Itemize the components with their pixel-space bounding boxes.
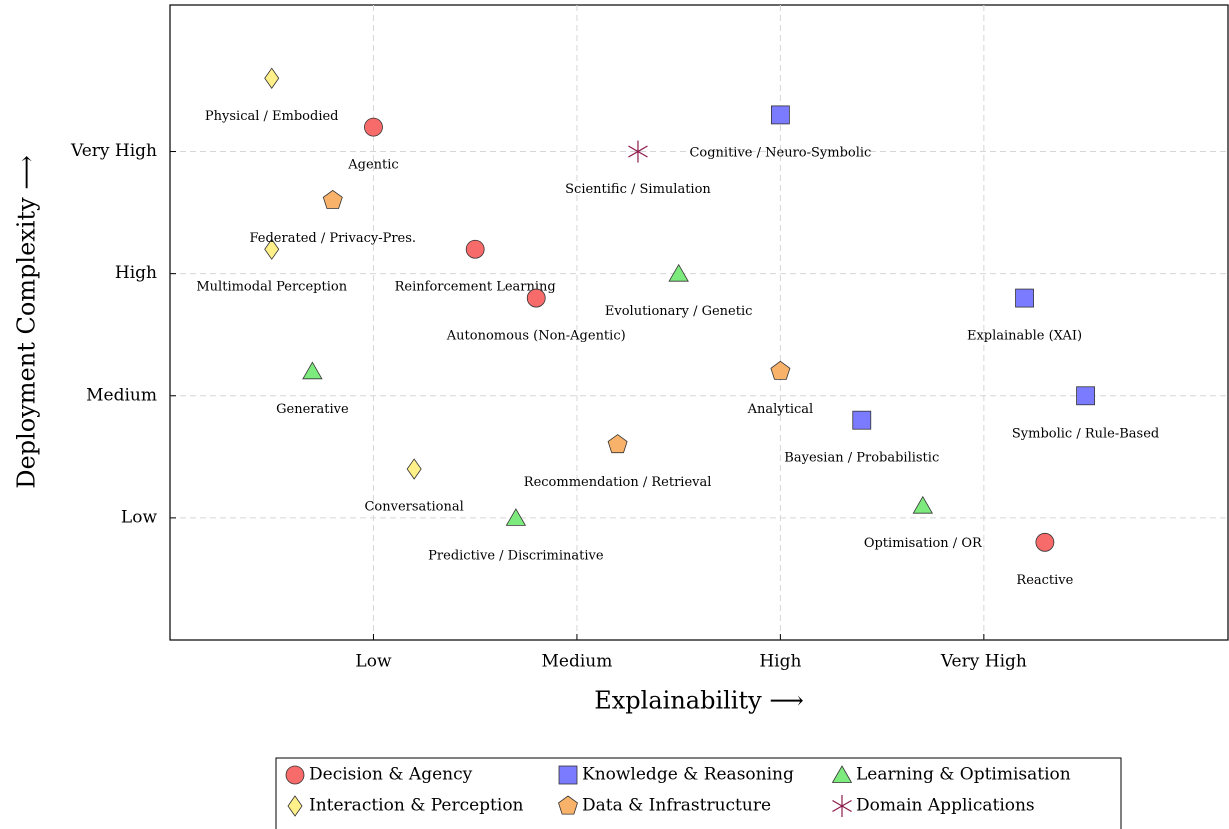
x-tick-label: Medium — [541, 652, 612, 672]
y-tick-label: Low — [121, 507, 158, 527]
point — [465, 239, 485, 259]
point-label: Federated / Privacy-Pres. — [249, 231, 416, 246]
x-tick-label: High — [759, 652, 801, 672]
point — [607, 434, 628, 454]
point-label: Optimisation / OR — [864, 536, 983, 551]
legend-marker — [832, 795, 852, 817]
point-label: Autonomous (Non-Agentic) — [446, 329, 626, 344]
point — [264, 67, 280, 89]
legend-marker — [558, 795, 578, 815]
point — [628, 140, 648, 163]
legend-marker — [831, 765, 853, 783]
point-label: Agentic — [347, 158, 398, 173]
point-label: Scientific / Simulation — [565, 182, 711, 197]
point — [406, 458, 422, 480]
legend-label: Domain Applications — [856, 796, 1035, 816]
point-label: Multimodal Perception — [196, 280, 347, 295]
point-label: Evolutionary / Genetic — [605, 304, 753, 319]
x-tick-label: Very High — [940, 652, 1027, 672]
legend-marker — [287, 795, 303, 817]
point — [526, 288, 546, 308]
y-tick-label: Very High — [70, 141, 157, 161]
y-tick-label: Medium — [86, 385, 157, 405]
legend-label: Data & Infrastructure — [582, 796, 771, 816]
star-stroke — [628, 145, 648, 158]
point — [770, 105, 790, 125]
y-tick-label: High — [115, 263, 157, 283]
point — [322, 189, 343, 209]
legend-label: Learning & Optimisation — [856, 765, 1071, 785]
point — [770, 360, 791, 380]
point-label: Predictive / Discriminative — [428, 548, 604, 563]
legend-label: Knowledge & Reasoning — [582, 765, 794, 785]
legend-label: Decision & Agency — [309, 765, 473, 785]
legend-marker — [285, 765, 305, 785]
x-tick-label: Low — [355, 652, 392, 672]
plot-frame — [169, 4, 1229, 641]
y-axis-label: Deployment Complexity ⟶ — [13, 155, 41, 488]
point — [1035, 532, 1055, 552]
x-axis-label: Explainability ⟶ — [594, 687, 803, 715]
point — [1015, 288, 1034, 308]
point — [1076, 386, 1095, 406]
point-label: Conversational — [364, 500, 463, 515]
point-label: Reinforcement Learning — [395, 280, 556, 295]
point-label: Cognitive / Neuro-Symbolic — [689, 145, 871, 160]
point-label: Bayesian / Probabilistic — [784, 451, 939, 466]
legend-marker — [558, 765, 578, 785]
point-label: Explainable (XAI) — [967, 329, 1082, 344]
legend-frame — [275, 757, 1122, 829]
point — [852, 410, 872, 430]
point-label: Analytical — [747, 402, 814, 417]
point-label: Physical / Embodied — [205, 109, 339, 124]
point — [668, 263, 689, 282]
point — [364, 117, 383, 137]
point — [264, 238, 280, 260]
point — [505, 508, 527, 526]
point-label: Symbolic / Rule-Based — [1012, 426, 1159, 441]
point — [302, 361, 323, 380]
legend-label: Interaction & Perception — [309, 796, 524, 816]
star-stroke — [832, 799, 852, 813]
point-label: Recommendation / Retrieval — [524, 475, 712, 490]
point-label: Reactive — [1016, 573, 1073, 588]
point — [912, 495, 933, 514]
point-label: Generative — [276, 402, 349, 417]
